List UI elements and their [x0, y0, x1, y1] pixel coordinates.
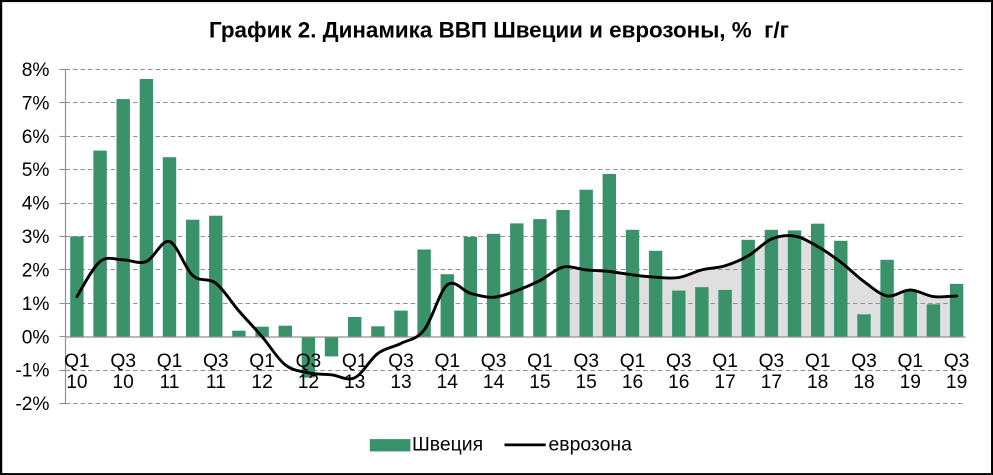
svg-text:Q1: Q1	[249, 351, 275, 372]
svg-text:Q3: Q3	[573, 351, 599, 372]
svg-text:Q3: Q3	[203, 351, 229, 372]
svg-text:-1%: -1%	[15, 361, 49, 382]
svg-text:Q3: Q3	[666, 351, 692, 372]
svg-text:-2%: -2%	[15, 394, 49, 415]
svg-text:0%: 0%	[22, 327, 50, 348]
svg-text:17: 17	[761, 372, 782, 393]
svg-text:Q1: Q1	[527, 351, 553, 372]
svg-text:3%: 3%	[22, 227, 50, 248]
svg-text:14: 14	[437, 372, 459, 393]
svg-text:10: 10	[66, 372, 87, 393]
svg-text:Q3: Q3	[110, 351, 136, 372]
svg-text:15: 15	[576, 372, 597, 393]
svg-text:Q3: Q3	[944, 351, 970, 372]
svg-text:10: 10	[113, 372, 134, 393]
svg-text:18: 18	[807, 372, 828, 393]
svg-text:Q1: Q1	[620, 351, 646, 372]
svg-text:Q3: Q3	[481, 351, 507, 372]
svg-text:13: 13	[390, 372, 411, 393]
svg-text:Q3: Q3	[388, 351, 414, 372]
svg-text:11: 11	[160, 372, 180, 393]
svg-text:19: 19	[946, 372, 967, 393]
svg-text:2%: 2%	[22, 261, 50, 282]
svg-text:16: 16	[622, 372, 643, 393]
svg-text:16: 16	[668, 372, 689, 393]
svg-text:13: 13	[344, 372, 365, 393]
svg-text:12: 12	[251, 372, 272, 393]
svg-text:14: 14	[483, 372, 505, 393]
svg-text:Q1: Q1	[434, 351, 460, 372]
svg-text:График 2. Динамика ВВП Швеции: График 2. Динамика ВВП Швеции и еврозоны…	[209, 18, 789, 43]
svg-text:Q1: Q1	[712, 351, 738, 372]
svg-text:1%: 1%	[22, 294, 50, 315]
svg-text:Q3: Q3	[759, 351, 785, 372]
svg-text:Q1: Q1	[342, 351, 368, 372]
svg-text:8%: 8%	[22, 60, 50, 81]
svg-text:19: 19	[900, 372, 921, 393]
svg-text:15: 15	[529, 372, 550, 393]
svg-text:Q1: Q1	[897, 351, 923, 372]
svg-text:Q1: Q1	[64, 351, 90, 372]
svg-text:Q3: Q3	[851, 351, 877, 372]
svg-text:Q1: Q1	[157, 351, 183, 372]
svg-text:5%: 5%	[22, 160, 50, 181]
svg-text:6%: 6%	[22, 127, 50, 148]
svg-text:еврозона: еврозона	[549, 434, 633, 456]
svg-text:7%: 7%	[22, 93, 50, 114]
svg-text:Q1: Q1	[805, 351, 831, 372]
svg-text:18: 18	[853, 372, 874, 393]
svg-text:12: 12	[298, 372, 319, 393]
svg-text:17: 17	[714, 372, 735, 393]
svg-text:Швеция: Швеция	[412, 434, 483, 456]
svg-text:11: 11	[206, 372, 226, 393]
svg-text:Q3: Q3	[296, 351, 322, 372]
svg-text:4%: 4%	[22, 194, 50, 215]
